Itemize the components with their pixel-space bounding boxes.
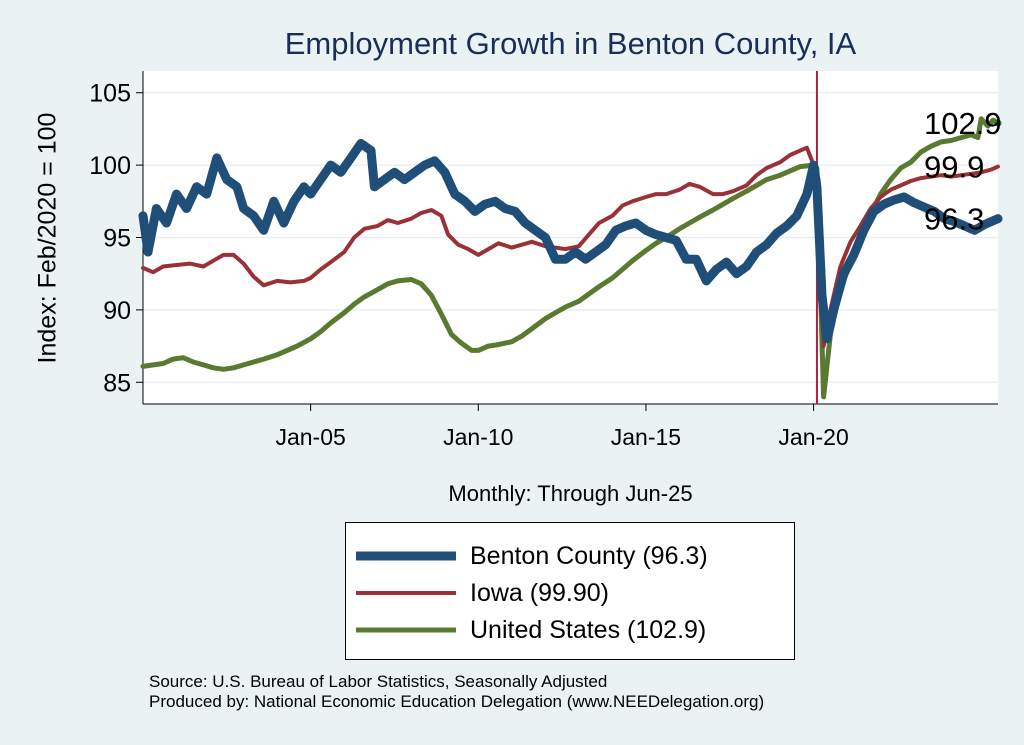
produced-by-line: Produced by: National Economic Education… [149, 692, 765, 711]
series-line-benton-county [138, 138, 1003, 344]
end-label-iowa: 99.9 [924, 150, 984, 185]
x-tick-label-Jan-15: Jan-15 [611, 424, 681, 450]
legend-item-us: United States (102.9) [356, 610, 706, 650]
y-tick-label-90: 90 [103, 297, 131, 325]
y-tick-label-85: 85 [103, 369, 131, 397]
x-tick-label-Jan-20: Jan-20 [778, 424, 848, 450]
legend-swatch-us [356, 627, 456, 633]
end-label-united-states: 102.9 [924, 106, 1002, 141]
y-tick-label-95: 95 [103, 225, 131, 253]
legend-item-benton: Benton County (96.3) [356, 536, 708, 576]
x-tick-label-Jan-10: Jan-10 [443, 424, 513, 450]
legend-swatch-iowa [356, 591, 456, 595]
x-tick-label-Jan-05: Jan-05 [275, 424, 345, 450]
legend: Benton County (96.3) Iowa (99.90) United… [345, 522, 795, 660]
legend-label-us: United States (102.9) [470, 615, 707, 644]
chart-title: Employment Growth in Benton County, IA [284, 26, 857, 61]
series-line-iowa [141, 145, 1000, 349]
x-axis-label: Monthly: Through Jun-25 [448, 481, 693, 506]
us-end-marker [994, 119, 1002, 127]
end-labels: 96.3 99.9 102.9 [924, 106, 1002, 237]
series-line-united-states [140, 116, 1001, 400]
source-note: Source: U.S. Bureau of Labor Statistics,… [149, 672, 764, 712]
y-tick-label-100: 100 [89, 152, 131, 180]
source-line: Source: U.S. Bureau of Labor Statistics,… [149, 672, 608, 691]
legend-swatch-benton [356, 551, 456, 561]
series-lines [138, 116, 1003, 400]
legend-item-iowa: Iowa (99.90) [356, 573, 609, 613]
end-label-benton-county: 96.3 [924, 202, 984, 237]
legend-label-iowa: Iowa (99.90) [470, 578, 609, 607]
legend-label-benton: Benton County (96.3) [470, 541, 708, 570]
axes: 85 90 95 100 105 Jan-05 Jan-10 Jan-15 Jan-20 [89, 71, 998, 450]
y-tick-label-105: 105 [89, 80, 131, 108]
